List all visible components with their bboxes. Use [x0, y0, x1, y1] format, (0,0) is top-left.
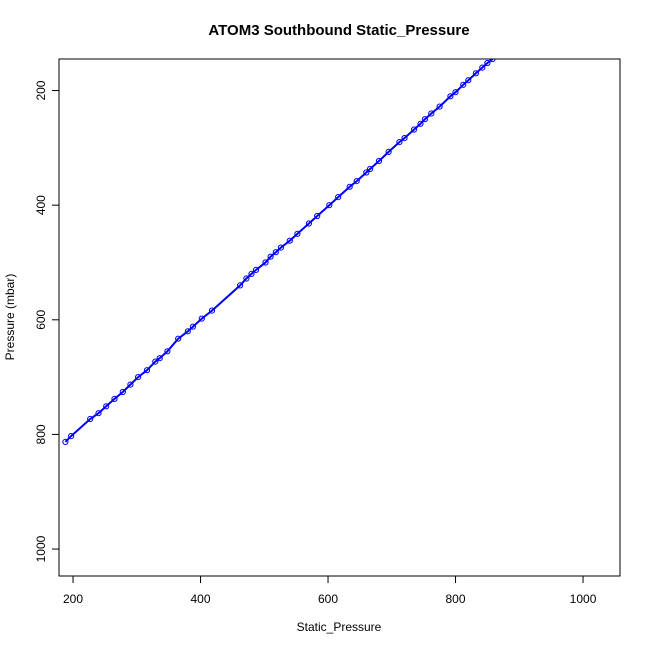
- data-point: [401, 135, 408, 142]
- data-point: [252, 266, 260, 273]
- data-point: [111, 395, 118, 402]
- data-point: [367, 165, 374, 173]
- data-point: [243, 275, 250, 282]
- series-line: [64, 59, 494, 443]
- data-point: [277, 244, 284, 251]
- data-point: [198, 315, 205, 322]
- chart-title: ATOM3 Southbound Static_Pressure: [208, 22, 469, 39]
- data-point: [135, 374, 142, 381]
- plot-area: [62, 59, 496, 445]
- y-axis-label: Pressure (mbar): [3, 274, 17, 361]
- data-point: [95, 410, 102, 417]
- data-point: [305, 220, 312, 227]
- y-tick-label: 1000: [34, 535, 48, 562]
- data-point: [237, 282, 244, 289]
- data-point: [152, 358, 159, 365]
- data-point: [248, 270, 255, 277]
- data-point: [326, 202, 333, 209]
- data-point: [208, 307, 216, 314]
- data-point: [411, 126, 418, 133]
- data-point: [385, 148, 392, 155]
- x-axis: 200 400 600 800 1000: [63, 575, 597, 606]
- data-point: [62, 438, 69, 445]
- data-point: [103, 403, 110, 410]
- x-axis-label: Static_Pressure: [297, 620, 382, 634]
- data-point: [479, 64, 486, 71]
- data-point: [164, 348, 171, 355]
- data-point: [375, 157, 383, 165]
- data-point: [156, 355, 163, 362]
- data-point: [460, 81, 467, 88]
- data-point: [267, 253, 274, 260]
- data-point: [417, 120, 424, 127]
- data-point: [353, 178, 360, 185]
- data-point: [346, 183, 353, 190]
- y-tick-label: 400: [34, 195, 48, 215]
- y-tick-label: 600: [34, 309, 48, 329]
- data-point: [184, 328, 191, 335]
- data-point: [189, 323, 196, 330]
- y-axis: 200 400 600 800 1000: [34, 80, 60, 562]
- data-point: [87, 415, 94, 423]
- data-point: [119, 388, 126, 396]
- data-point: [286, 237, 293, 244]
- data-point: [294, 230, 301, 237]
- data-point: [127, 381, 134, 388]
- data-point: [335, 194, 342, 201]
- data-point: [465, 77, 472, 84]
- data-point: [421, 116, 428, 123]
- data-point: [68, 433, 75, 440]
- data-point: [436, 103, 443, 110]
- x-tick-label: 200: [63, 592, 83, 606]
- data-point: [452, 89, 459, 96]
- x-tick-label: 400: [191, 592, 211, 606]
- x-tick-label: 1000: [570, 592, 597, 606]
- x-tick-label: 600: [318, 592, 338, 606]
- data-point: [143, 367, 151, 374]
- data-point: [484, 59, 491, 67]
- data-point: [396, 139, 403, 146]
- data-point: [175, 335, 182, 342]
- data-point: [363, 169, 370, 176]
- x-tick-label: 800: [446, 592, 466, 606]
- data-point: [262, 259, 269, 266]
- y-tick-label: 800: [34, 424, 48, 444]
- data-point: [447, 93, 454, 100]
- data-point: [472, 70, 479, 77]
- data-point: [314, 212, 321, 220]
- data-point: [272, 249, 279, 256]
- y-tick-label: 200: [34, 80, 48, 100]
- data-point: [428, 110, 435, 117]
